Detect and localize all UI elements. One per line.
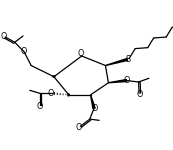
Text: O: O	[21, 47, 27, 56]
Polygon shape	[91, 95, 95, 109]
Text: O: O	[91, 104, 98, 113]
Text: O: O	[37, 102, 43, 111]
Text: S: S	[126, 55, 131, 64]
Text: O: O	[124, 76, 130, 85]
Text: O: O	[76, 123, 82, 132]
Text: O: O	[1, 32, 7, 41]
Polygon shape	[106, 58, 128, 66]
Polygon shape	[108, 80, 127, 83]
Text: O: O	[136, 90, 142, 99]
Text: O: O	[77, 49, 84, 58]
Text: O: O	[48, 89, 54, 98]
